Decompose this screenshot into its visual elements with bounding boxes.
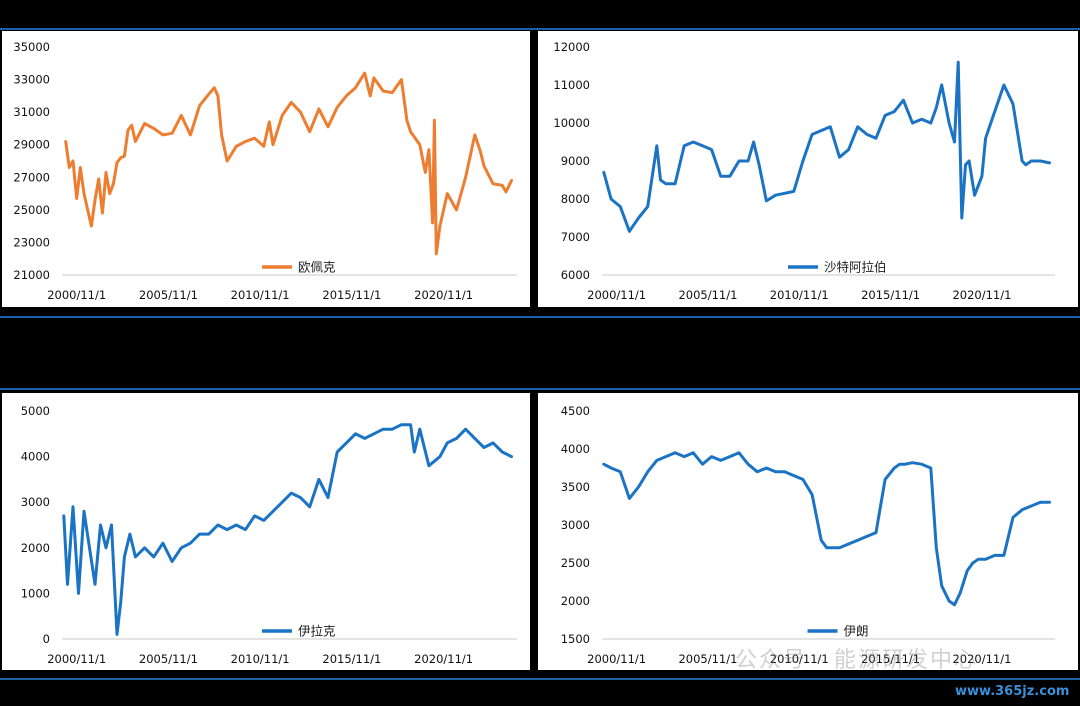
chart-svg: 6000 7000 8000 9000 10000 11000 12000 2000/11/1… xyxy=(553,40,1055,302)
x-tick-label: 2015/11/1 xyxy=(861,652,920,666)
y-tick-label: 0 xyxy=(43,632,50,646)
x-tick-label: 2000/11/1 xyxy=(47,652,106,666)
x-tick-label: 2020/11/1 xyxy=(952,652,1011,666)
x-tick-label: 2015/11/1 xyxy=(322,288,381,302)
y-tick-label: 5000 xyxy=(21,404,50,418)
y-tick-label: 9000 xyxy=(561,154,590,168)
x-tick-label: 2010/11/1 xyxy=(770,288,829,302)
y-tick-label: 21000 xyxy=(13,268,50,282)
y-tick-label: 6000 xyxy=(561,268,590,282)
y-tick-label: 2500 xyxy=(561,556,590,570)
y-tick-label: 35000 xyxy=(13,40,50,54)
y-tick-label: 4000 xyxy=(561,442,590,456)
x-tick-label: 2005/11/1 xyxy=(678,652,737,666)
y-tick-label: 25000 xyxy=(13,203,50,217)
x-tick-label: 2020/11/1 xyxy=(414,652,473,666)
legend-label: 伊朗 xyxy=(844,624,869,639)
chart-iran: 1500 2000 2500 3000 3500 4000 4500 2000/11/1 200… xyxy=(538,393,1078,670)
x-tick-label: 2005/11/1 xyxy=(139,652,198,666)
y-tick-label: 3000 xyxy=(561,518,590,532)
x-tick-label: 2010/11/1 xyxy=(770,652,829,666)
chart-svg: 0 1000 2000 3000 4000 5000 2000/11/1 2005/11/1 2… xyxy=(21,404,517,666)
y-tick-label: 31000 xyxy=(13,105,50,119)
y-tick-label: 11000 xyxy=(553,78,590,92)
x-tick-label: 2010/11/1 xyxy=(231,288,290,302)
y-tick-label: 29000 xyxy=(13,138,50,152)
x-tick-label: 2000/11/1 xyxy=(587,652,646,666)
y-tick-label: 2000 xyxy=(21,541,50,555)
y-tick-label: 3000 xyxy=(21,495,50,509)
x-tick-label: 2005/11/1 xyxy=(678,288,737,302)
y-tick-label: 2000 xyxy=(561,594,590,608)
top-rule xyxy=(0,28,1080,30)
x-tick-label: 2010/11/1 xyxy=(231,652,290,666)
y-tick-label: 3500 xyxy=(561,480,590,494)
series-line xyxy=(602,60,1051,233)
series-line xyxy=(64,71,513,256)
y-tick-label: 33000 xyxy=(13,73,50,87)
y-tick-label: 23000 xyxy=(13,235,50,249)
bottom-rule xyxy=(0,678,1080,680)
chart-saudi-arabia: 6000 7000 8000 9000 10000 11000 12000 2000/11/1… xyxy=(538,31,1078,307)
x-tick-label: 2000/11/1 xyxy=(47,288,106,302)
y-tick-label: 27000 xyxy=(13,170,50,184)
x-tick-label: 2020/11/1 xyxy=(414,288,473,302)
y-tick-label: 1500 xyxy=(561,632,590,646)
chart-iraq: 0 1000 2000 3000 4000 5000 2000/11/1 2005/11/1 2… xyxy=(2,393,530,670)
chart-svg: 1500 2000 2500 3000 3500 4000 4500 2000/11/1 200… xyxy=(561,404,1055,666)
chart-opec: 21000 23000 25000 27000 29000 31000 33000 35000… xyxy=(2,31,530,307)
y-tick-label: 12000 xyxy=(553,40,590,54)
y-tick-label: 4000 xyxy=(21,450,50,464)
x-tick-label: 2005/11/1 xyxy=(139,288,198,302)
x-tick-label: 2020/11/1 xyxy=(952,288,1011,302)
y-tick-label: 1000 xyxy=(21,586,50,600)
middle-rule-upper xyxy=(0,316,1080,318)
watermark-text: 公众号 · 能源研发中心 xyxy=(735,648,978,673)
legend-label: 欧佩克 xyxy=(298,260,336,275)
series-line xyxy=(62,423,513,636)
x-tick-label: 2015/11/1 xyxy=(322,652,381,666)
x-tick-label: 2000/11/1 xyxy=(587,288,646,302)
y-tick-label: 8000 xyxy=(561,192,590,206)
y-tick-label: 7000 xyxy=(561,230,590,244)
watermark-site: www.365jz.com xyxy=(955,684,1070,699)
series-line xyxy=(602,451,1051,607)
y-tick-label: 10000 xyxy=(553,116,590,130)
legend-label: 伊拉克 xyxy=(298,624,336,639)
middle-rule-lower xyxy=(0,388,1080,390)
y-tick-label: 4500 xyxy=(561,404,590,418)
legend-label: 沙特阿拉伯 xyxy=(824,260,887,275)
x-tick-label: 2015/11/1 xyxy=(861,288,920,302)
chart-svg: 21000 23000 25000 27000 29000 31000 33000 35000… xyxy=(13,40,517,302)
